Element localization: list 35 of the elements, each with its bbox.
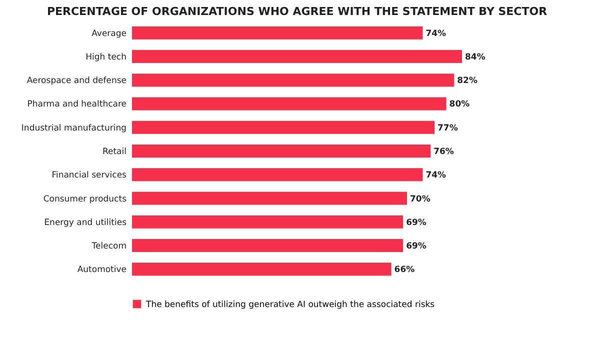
data-label: 76% xyxy=(434,147,454,157)
y-tick-label: Automotive xyxy=(77,265,126,276)
y-tick-label: Retail xyxy=(102,147,126,157)
bar xyxy=(132,97,446,110)
y-tick-label: Aerospace and defense xyxy=(26,76,126,86)
bar xyxy=(132,120,434,134)
bar xyxy=(132,168,423,182)
bar xyxy=(132,26,423,40)
bar xyxy=(132,144,431,158)
bar xyxy=(132,239,404,252)
data-label: 80% xyxy=(449,100,470,110)
y-tick-label: Pharma and healthcare xyxy=(27,100,126,110)
y-tick-label: Industrial manufacturing xyxy=(21,123,126,134)
y-tick-label: Energy and utilities xyxy=(44,218,128,228)
y-tick-label: Consumer products xyxy=(43,194,128,204)
data-label: 84% xyxy=(465,52,486,62)
bar xyxy=(132,215,404,228)
bar xyxy=(132,192,407,205)
data-label: 74% xyxy=(426,170,447,181)
bar xyxy=(132,74,454,87)
bar xyxy=(132,50,462,63)
data-label: 66% xyxy=(394,265,416,276)
data-label: 77% xyxy=(438,123,458,134)
legend-label: The benefits of utilizing generative AI outweigh the associated risks xyxy=(145,300,436,310)
data-label: 74% xyxy=(426,28,447,39)
data-label: 69% xyxy=(406,242,427,252)
bar xyxy=(132,262,392,276)
chart-title: PERCENTAGE OF ORGANIZATIONS WHO AGREE WITH THE STATEMENT BY SECTOR xyxy=(46,5,548,18)
data-label: 70% xyxy=(410,194,431,204)
y-tick-label: Telecom xyxy=(90,242,126,252)
y-tick-label: High tech xyxy=(86,52,126,62)
data-label: 69% xyxy=(406,218,427,228)
y-tick-label: Financial services xyxy=(52,170,128,181)
data-label: 82% xyxy=(457,76,478,86)
y-tick-label: Average xyxy=(92,28,126,39)
